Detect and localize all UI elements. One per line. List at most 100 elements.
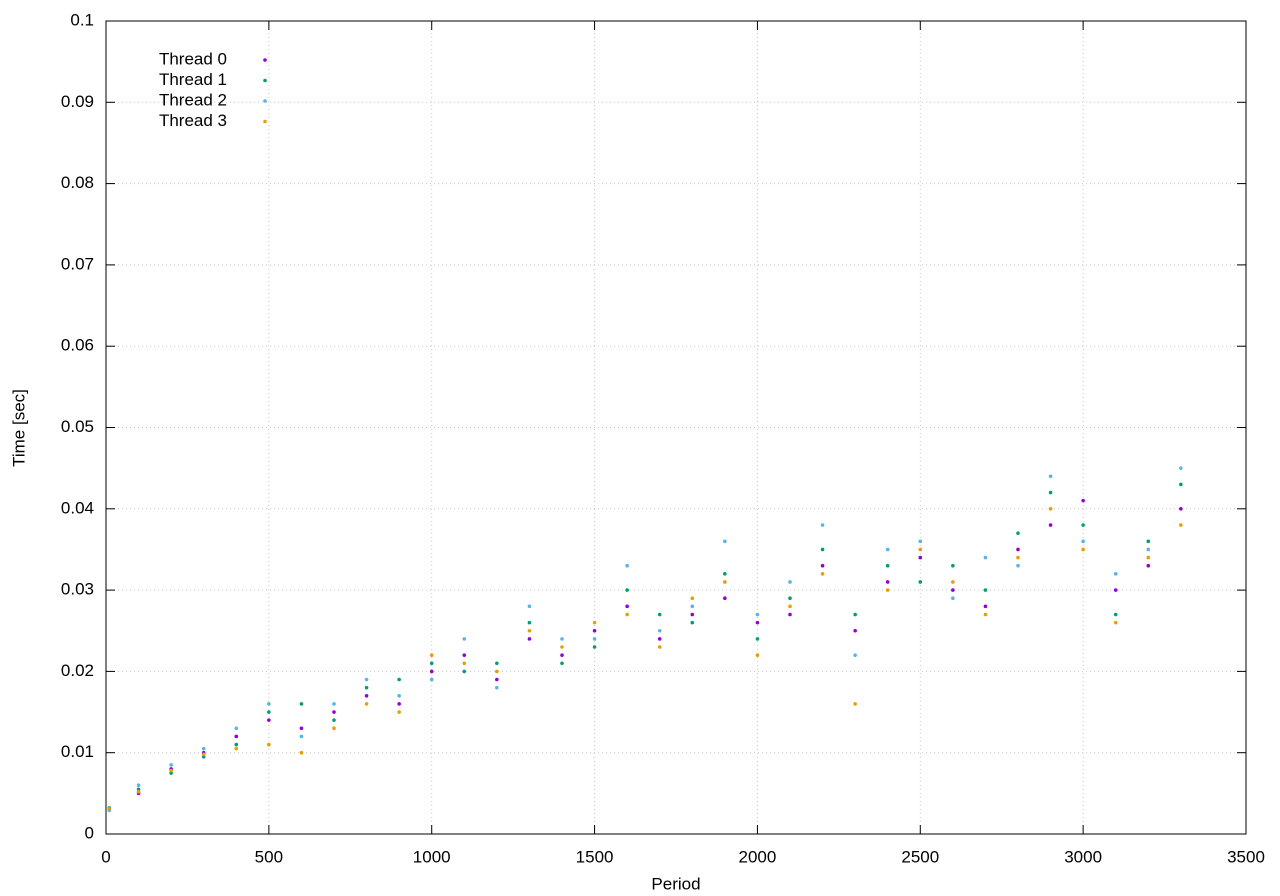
data-point [364, 677, 369, 682]
data-point [657, 628, 662, 633]
data-point [592, 637, 597, 641]
data-point [495, 677, 499, 682]
data-point [1113, 588, 1118, 592]
x-tick-label: 2000 [739, 847, 777, 866]
data-point [234, 726, 239, 731]
data-point [267, 742, 271, 747]
data-point [364, 702, 369, 706]
data-point [723, 572, 727, 576]
data-point [429, 653, 434, 657]
data-point [429, 677, 434, 682]
data-point [299, 750, 304, 755]
data-point [625, 563, 629, 568]
y-tick-label: 0.01 [61, 742, 94, 761]
data-point [397, 702, 401, 706]
data-point [332, 710, 336, 714]
data-point [788, 604, 792, 609]
data-point [885, 547, 890, 552]
data-point [853, 653, 857, 657]
data-point [983, 555, 988, 560]
plot-frame [105, 20, 1247, 835]
x-tick-label: 3000 [1064, 847, 1102, 866]
data-point [918, 580, 923, 584]
data-point [885, 563, 890, 568]
data-point [1113, 620, 1118, 625]
data-point [918, 539, 923, 544]
legend-label: Thread 2 [159, 90, 227, 109]
data-point [853, 612, 857, 617]
data-point [690, 620, 695, 625]
x-tick-label: 3500 [1227, 847, 1265, 866]
data-point [1113, 612, 1118, 617]
data-point [1179, 523, 1183, 527]
data-point [527, 628, 532, 633]
data-point [657, 612, 662, 617]
data-point [169, 768, 173, 773]
data-point [788, 580, 792, 584]
data-point [364, 693, 369, 698]
x-tick-label: 1500 [576, 847, 614, 866]
y-tick-label: 0.08 [61, 173, 94, 192]
data-point [429, 661, 434, 666]
y-tick-label: 0.05 [61, 417, 94, 436]
data-point [657, 645, 662, 649]
data-point [983, 604, 988, 609]
data-point [267, 710, 271, 714]
legend-marker [263, 99, 267, 103]
data-point [1179, 466, 1183, 470]
data-point [723, 539, 727, 544]
data-point [527, 637, 532, 641]
data-point [527, 620, 532, 625]
data-point [1016, 563, 1020, 568]
y-tick-label: 0.07 [61, 254, 94, 273]
y-tick-label: 0.04 [61, 498, 94, 517]
data-point [332, 702, 336, 706]
data-point [1179, 482, 1183, 487]
x-axis-label: Period [651, 874, 700, 893]
data-point [1146, 555, 1151, 560]
y-tick-label: 0.02 [61, 661, 94, 680]
data-point [136, 783, 141, 788]
data-point [169, 763, 173, 767]
data-point [951, 588, 955, 592]
data-point [495, 661, 499, 666]
data-point [690, 596, 695, 601]
data-point [299, 734, 304, 739]
data-point [983, 588, 988, 592]
data-point [560, 653, 564, 657]
data-point [267, 702, 271, 706]
data-point [332, 726, 336, 731]
data-point [951, 580, 955, 584]
data-point [1081, 547, 1085, 552]
data-point [429, 669, 434, 674]
data-point [397, 677, 401, 682]
y-tick-label: 0.03 [61, 580, 94, 599]
data-point [1016, 547, 1020, 552]
data-point [820, 547, 825, 552]
data-point [1146, 547, 1151, 552]
data-point [1016, 555, 1020, 560]
legend-marker [263, 78, 267, 83]
data-point [690, 612, 695, 617]
data-point [201, 752, 206, 757]
data-point [1081, 523, 1085, 527]
data-point [495, 685, 499, 690]
data-point [723, 596, 727, 601]
data-point [234, 746, 239, 751]
data-point [657, 637, 662, 641]
data-point [397, 693, 401, 698]
data-point [690, 604, 695, 609]
data-point [1146, 563, 1151, 568]
data-point [853, 702, 857, 706]
data-point [625, 588, 629, 592]
data-point [495, 669, 499, 674]
data-point [560, 637, 564, 641]
legend-label: Thread 1 [159, 70, 227, 89]
data-point [397, 710, 401, 714]
data-point [267, 718, 271, 722]
data-point [1081, 498, 1085, 503]
data-point [788, 612, 792, 617]
data-point [1016, 531, 1020, 535]
data-point [527, 604, 532, 609]
